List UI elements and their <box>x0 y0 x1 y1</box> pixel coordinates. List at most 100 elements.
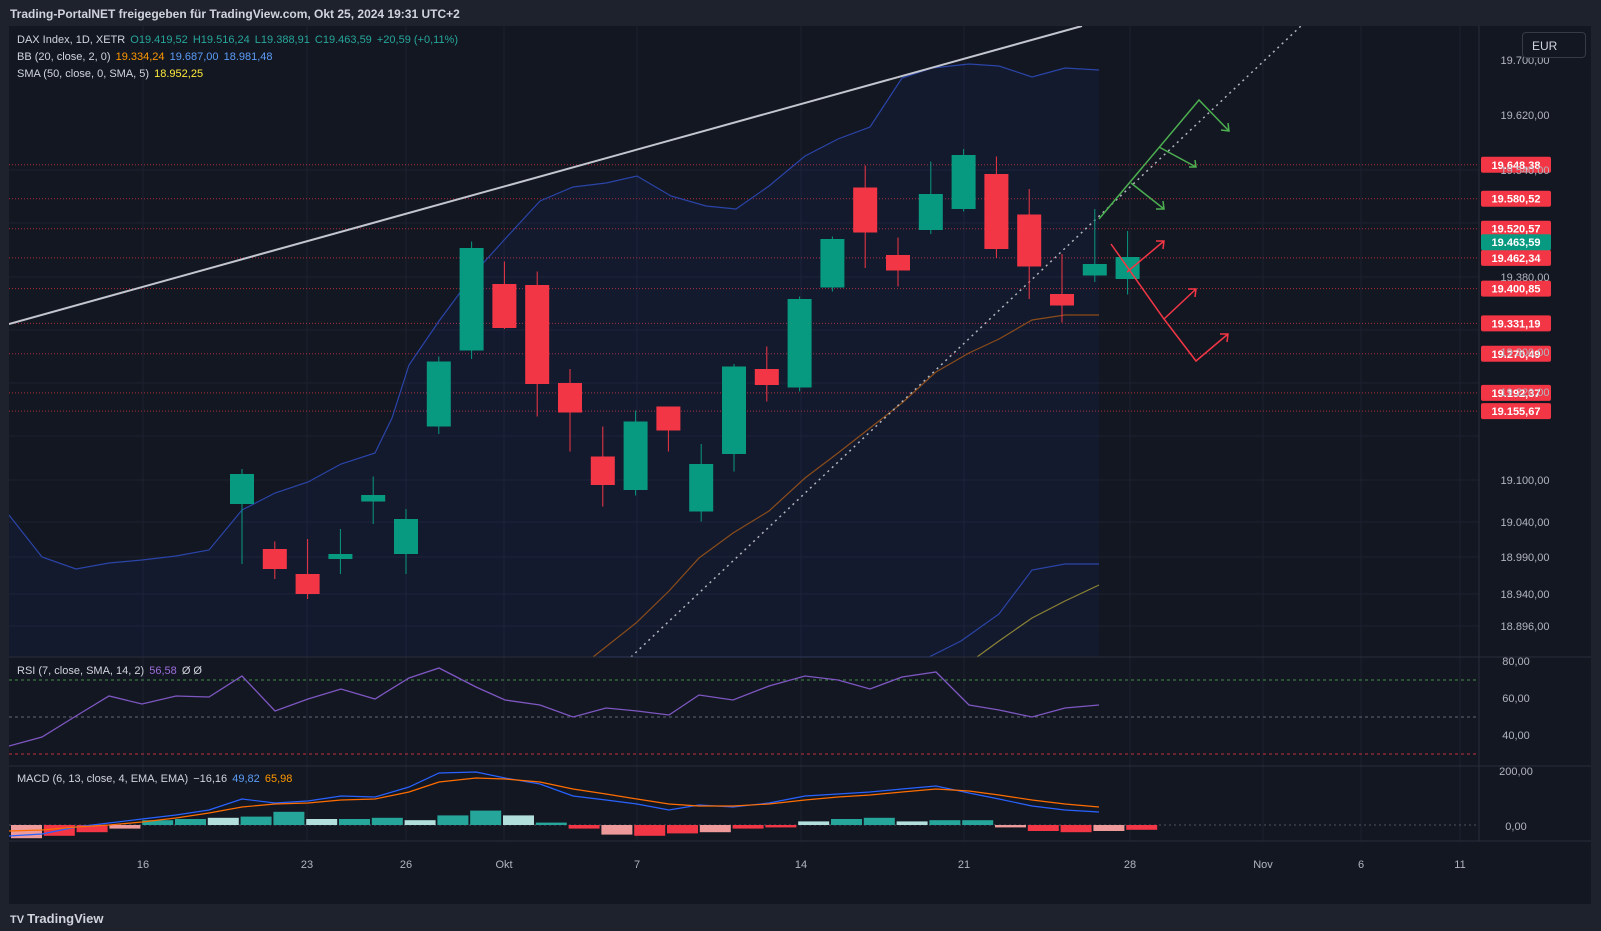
macd-histogram-bar <box>207 817 239 825</box>
candle-body <box>394 519 418 554</box>
macd-histogram-bar <box>273 811 305 825</box>
bb-basis-value: 19.334,24 <box>115 51 165 63</box>
bullish-arrow-2 <box>1130 182 1165 210</box>
legend-bb: BB (20, close, 2, 0) 19.334,24 19.687,00… <box>17 51 275 63</box>
macd-histogram-bar <box>1093 825 1125 831</box>
indicator-axis-label: 40,00 <box>1502 730 1530 742</box>
macd-histogram-bar <box>76 825 108 833</box>
candle-body <box>492 284 517 328</box>
time-axis-label: Okt <box>495 859 512 871</box>
rsi-na: Ø Ø <box>181 665 202 677</box>
sma-value: 18.952,25 <box>154 68 204 80</box>
time-axis-label: 14 <box>795 859 807 871</box>
time-axis-label: 26 <box>400 859 412 871</box>
price-level-tag <box>1481 249 1551 266</box>
tv-logo-icon: TV <box>10 914 28 926</box>
bearish-arrow-2 <box>1163 288 1197 320</box>
price-level-label: 19.580,52 <box>1492 194 1541 206</box>
price-level-label: 19.400,85 <box>1492 284 1541 296</box>
candle-body <box>1082 264 1107 276</box>
candle-body <box>886 255 910 271</box>
time-axis-label: 11 <box>1454 859 1465 871</box>
macd-pane <box>9 771 1479 839</box>
legend-rsi: RSI (7, close, SMA, 14, 2) 56,58 Ø Ø <box>17 665 204 677</box>
macd-label: MACD (6, 13, close, 4, EMA, EMA) <box>17 773 189 785</box>
candle-body <box>787 299 812 388</box>
tradingview-logo: TV TradingView <box>10 911 103 926</box>
macd-histogram-bar <box>765 825 797 828</box>
rsi-label: RSI (7, close, SMA, 14, 2) <box>17 665 145 677</box>
macd-histogram-bar <box>535 822 567 825</box>
macd-signal-line <box>9 777 1100 832</box>
macd-histogram-bar <box>798 821 830 825</box>
candle-body <box>984 174 1009 249</box>
macd-histogram-bar <box>732 825 764 829</box>
header-bar: Trading-PortalNET freigegeben für Tradin… <box>0 0 1601 26</box>
legend-symbol: DAX Index, 1D, XETR <box>17 34 126 46</box>
macd-histogram-bar <box>863 817 895 825</box>
macd-histogram-bar <box>1027 825 1059 831</box>
macd-histogram-bar <box>1060 825 1092 833</box>
legend-low: L19.388,91 <box>254 34 310 46</box>
last-price-label: 19.463,59 <box>1492 237 1541 249</box>
price-axis-label: 19.100,00 <box>1501 475 1550 487</box>
macd-histogram-bar <box>339 819 370 825</box>
legend-macd: MACD (6, 13, close, 4, EMA, EMA) −16,16 … <box>17 773 294 785</box>
legend-ohlc: DAX Index, 1D, XETR O19.419,52 H19.516,2… <box>17 34 460 46</box>
macd-histogram-bar <box>142 820 174 825</box>
macd-histogram-bar <box>437 815 469 825</box>
price-axis-label: 19.220,00 <box>1501 387 1550 399</box>
bb-basis-line <box>592 314 1099 658</box>
macd-hist-value: −16,16 <box>193 773 228 785</box>
legend-change: +20,59 (+0,11%) <box>376 34 459 46</box>
price-level-label: 19.192,37 <box>1492 388 1541 400</box>
candle-body <box>1017 214 1042 267</box>
candle-body <box>558 383 582 413</box>
price-level-tag <box>1481 280 1551 297</box>
chart-title: Trading-PortalNET freigegeben für Tradin… <box>10 7 460 21</box>
price-axis-label: 18.940,00 <box>1501 589 1550 601</box>
bearish-projection <box>1110 243 1229 363</box>
candle-body <box>754 369 779 385</box>
rsi-pane <box>9 667 1479 755</box>
indicator-axis-label: 0,00 <box>1505 821 1526 833</box>
macd-histogram-bar <box>962 820 994 825</box>
price-levels: 19.648,38 19.580,52 19.520,57 19.462,34 19.4… <box>9 156 1551 420</box>
macd-histogram-bar <box>896 821 928 825</box>
sma-line <box>976 584 1100 658</box>
indicator-axis-label: 80,00 <box>1502 656 1530 668</box>
footer: TV TradingView <box>0 904 1601 931</box>
price-axis-label: 18.990,00 <box>1501 552 1550 564</box>
candle-body <box>590 456 615 485</box>
bollinger-fill <box>9 64 1099 657</box>
price-level-label: 19.155,67 <box>1492 406 1541 418</box>
macd-histogram-bar <box>831 819 862 825</box>
legend-open: O19.419,52 <box>130 34 188 46</box>
time-axis-label: 7 <box>634 859 640 871</box>
price-level-tag <box>1481 403 1551 420</box>
price-axis-label: 19.620,00 <box>1501 110 1550 122</box>
price-level-label: 19.270,49 <box>1492 349 1541 361</box>
chart-panel: 19.648,38 19.580,52 19.520,57 19.462,34 19.4… <box>9 26 1591 904</box>
candle-body <box>918 194 943 230</box>
bb-upper-line <box>9 63 1100 570</box>
legend-close: C19.463,59 <box>314 34 372 46</box>
currency-button[interactable]: EUR <box>1522 32 1586 58</box>
candle-body <box>459 248 484 351</box>
candle-body <box>623 421 648 490</box>
last-price-tag <box>1481 234 1551 251</box>
macd-histogram-bar <box>404 820 436 825</box>
bearish-arrow-1 <box>1126 240 1165 273</box>
macd-histogram-bar <box>1126 825 1158 830</box>
legend-sma: SMA (50, close, 0, SMA, 5) 18.952,25 <box>17 68 205 80</box>
indicator-axis-label: 60,00 <box>1502 693 1530 705</box>
candle-body <box>689 464 714 512</box>
projection-arrows <box>1098 98 1230 363</box>
time-axis-label: Nov <box>1253 859 1273 871</box>
chart-svg[interactable]: 19.648,38 19.580,52 19.520,57 19.462,34 19.4… <box>9 26 1591 904</box>
price-axis-label: 19.300,00 <box>1501 347 1550 359</box>
price-level-tag <box>1481 315 1551 332</box>
candle-body <box>230 474 254 504</box>
macd-histogram-bar <box>503 815 534 825</box>
time-axis-label: 23 <box>301 859 313 871</box>
